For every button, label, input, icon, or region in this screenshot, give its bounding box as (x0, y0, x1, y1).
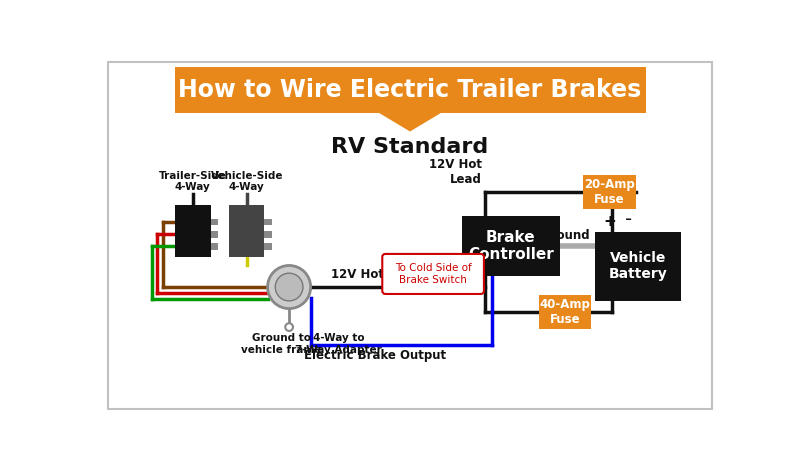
Text: 20-Amp
Fuse: 20-Amp Fuse (584, 178, 635, 206)
Bar (210, 219, 218, 226)
Circle shape (286, 323, 293, 331)
Text: 12V Hot
Lead: 12V Hot Lead (429, 158, 482, 186)
Bar (229, 205, 265, 257)
Bar (462, 216, 560, 276)
Bar (210, 231, 218, 238)
Circle shape (275, 273, 303, 301)
Text: Vehicle-Side
4-Way: Vehicle-Side 4-Way (210, 171, 283, 192)
Bar (175, 205, 210, 257)
Bar (265, 243, 272, 250)
Text: Vehicle
Battery: Vehicle Battery (609, 251, 667, 281)
Text: To Cold Side of
Brake Switch: To Cold Side of Brake Switch (394, 263, 471, 285)
Bar (210, 243, 218, 250)
Text: 40-Amp
Fuse: 40-Amp Fuse (539, 297, 590, 325)
Text: Brake
Controller: Brake Controller (468, 230, 554, 262)
Text: Ground to
vehicle frame: Ground to vehicle frame (242, 333, 322, 355)
Text: How to Wire Electric Trailer Brakes: How to Wire Electric Trailer Brakes (178, 78, 642, 102)
Bar (265, 231, 272, 238)
Text: +: + (604, 213, 617, 228)
FancyBboxPatch shape (382, 254, 484, 294)
Text: 4-Way to
7-Way Adapter: 4-Way to 7-Way Adapter (295, 333, 382, 355)
Bar (583, 176, 636, 209)
Polygon shape (379, 113, 441, 132)
Bar (265, 219, 272, 226)
Text: Ground: Ground (542, 229, 590, 241)
Bar (538, 295, 591, 329)
Text: Electric Brake Output: Electric Brake Output (304, 349, 446, 361)
Text: RV Standard: RV Standard (331, 137, 489, 157)
Text: -: - (625, 210, 632, 228)
Bar (175, 67, 646, 113)
Text: Trailer-Side
4-Way: Trailer-Side 4-Way (159, 171, 226, 192)
Circle shape (267, 265, 310, 309)
Bar (594, 232, 681, 301)
Text: 12V Hot Lead: 12V Hot Lead (331, 268, 420, 281)
